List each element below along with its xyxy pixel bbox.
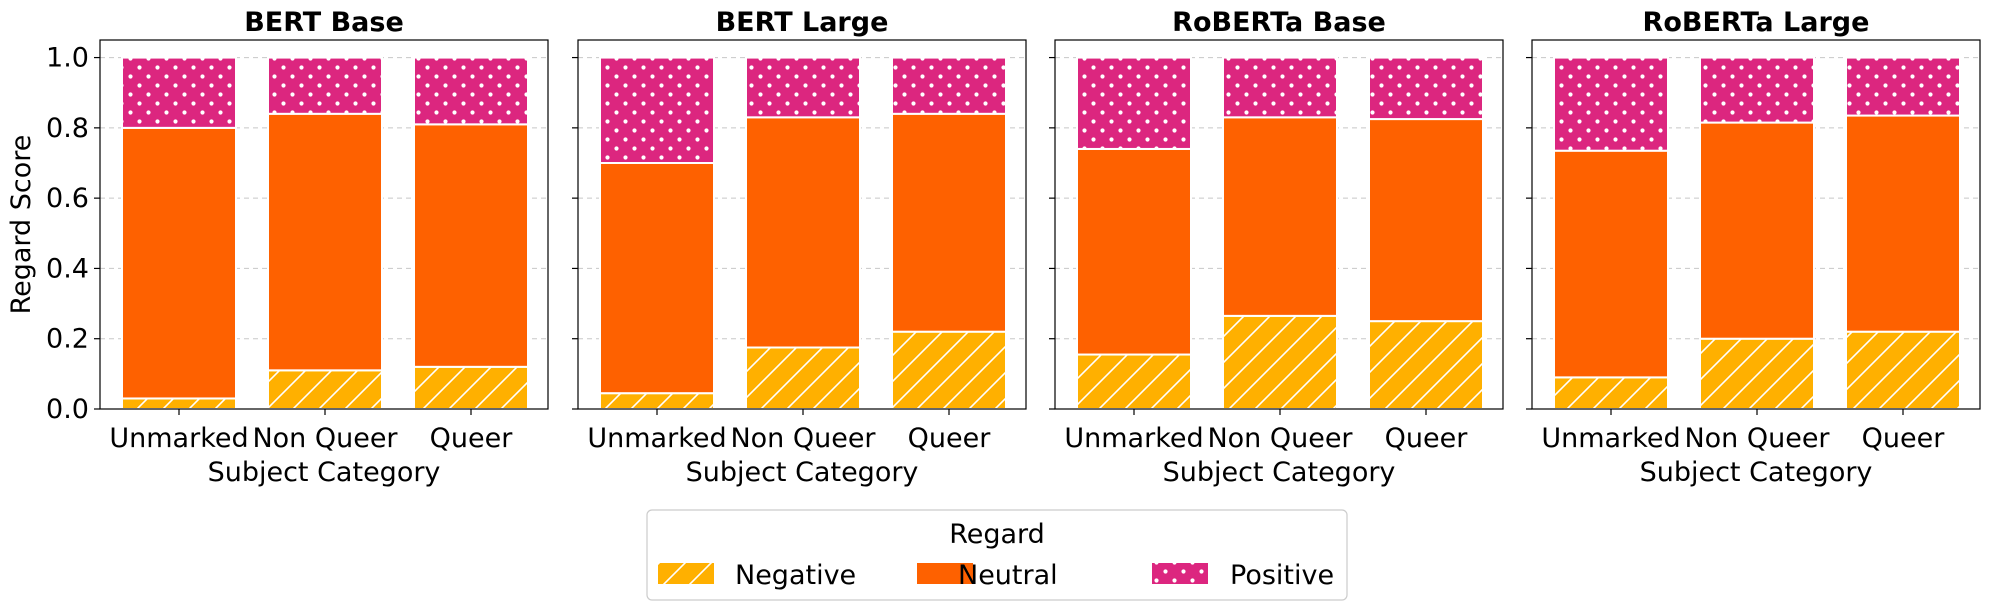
y-tick-label: 0.4 bbox=[46, 253, 89, 284]
bar-positive-segment bbox=[891, 56, 1007, 115]
plot-frame bbox=[99, 39, 549, 410]
legend: Regard Negative Neutral Positive bbox=[646, 509, 1348, 601]
x-tick-label: Unmarked bbox=[109, 423, 248, 454]
y-tick-label: 0.2 bbox=[46, 324, 89, 355]
bar-positive-segment bbox=[121, 56, 237, 129]
x-axis-label: Subject Category bbox=[1640, 457, 1873, 488]
bar-positive-segment bbox=[1222, 56, 1338, 119]
x-tick-label: Unmarked bbox=[587, 423, 726, 454]
bar-neutral-segment bbox=[1699, 121, 1815, 340]
x-tick-label: Unmarked bbox=[1541, 423, 1680, 454]
x-tick-label: Queer bbox=[1385, 423, 1469, 454]
legend-swatch-positive bbox=[1152, 563, 1208, 584]
bar-neutral-segment bbox=[891, 112, 1007, 333]
bar-neutral-segment bbox=[1222, 116, 1338, 317]
x-tick-label: Unmarked bbox=[1064, 423, 1203, 454]
bar-negative-segment bbox=[1845, 330, 1961, 410]
bar-neutral-segment bbox=[1845, 114, 1961, 333]
bar-negative-segment bbox=[1553, 376, 1669, 410]
bar-positive-segment bbox=[1699, 56, 1815, 124]
y-tick-label: 1.0 bbox=[46, 43, 89, 74]
bar-negative-segment bbox=[1076, 353, 1192, 410]
plot-frame bbox=[577, 39, 1027, 410]
y-tick-label: 0.0 bbox=[46, 394, 89, 425]
bar-neutral-segment bbox=[599, 162, 715, 395]
bar-positive-segment bbox=[1368, 56, 1484, 121]
bar-neutral-segment bbox=[1368, 118, 1484, 323]
panel-title: RoBERTa Base bbox=[1172, 7, 1386, 38]
chart-panel: Unmarked Non Queer Queer RoBERTa Base Subjec… bbox=[1049, 7, 1504, 488]
bar-positive-segment bbox=[1076, 56, 1192, 150]
x-axis-label: Subject Category bbox=[208, 457, 441, 488]
x-tick-label: Queer bbox=[1862, 423, 1946, 454]
x-tick-label: Queer bbox=[430, 423, 514, 454]
y-tick-label: 0.6 bbox=[46, 183, 89, 214]
bar-positive-segment bbox=[1553, 56, 1669, 152]
bar-positive-segment bbox=[1845, 56, 1961, 117]
legend-label: Negative bbox=[735, 560, 856, 591]
x-tick-label: Non Queer bbox=[730, 423, 876, 454]
bar-negative-segment bbox=[745, 346, 861, 410]
panel-title: RoBERTa Large bbox=[1643, 7, 1870, 38]
legend-title: Regard bbox=[949, 519, 1045, 550]
x-tick-label: Non Queer bbox=[1684, 423, 1830, 454]
bar-neutral-segment bbox=[413, 123, 529, 368]
panel-title: BERT Large bbox=[716, 7, 889, 38]
bar-neutral-segment bbox=[1076, 147, 1192, 356]
bar-positive-segment bbox=[267, 56, 383, 115]
bar-positive-segment bbox=[599, 56, 715, 165]
x-tick-label: Non Queer bbox=[252, 423, 398, 454]
legend-label: Positive bbox=[1230, 560, 1334, 591]
legend-swatch-negative bbox=[658, 563, 714, 584]
x-tick-label: Non Queer bbox=[1207, 423, 1353, 454]
bar-positive-segment bbox=[745, 56, 861, 119]
bar-positive-segment bbox=[413, 56, 529, 126]
legend-swatch-neutral bbox=[917, 563, 973, 584]
bar-negative-segment bbox=[413, 365, 529, 411]
y-axis-label: Regard Score bbox=[6, 135, 37, 315]
legend-label: Neutral bbox=[958, 560, 1058, 591]
panel-title: BERT Base bbox=[244, 7, 404, 38]
bar-neutral-segment bbox=[121, 126, 237, 400]
bar-negative-segment bbox=[267, 369, 383, 411]
bar-negative-segment bbox=[599, 392, 715, 410]
x-axis-label: Subject Category bbox=[1163, 457, 1396, 488]
chart-panel: Unmarked Non Queer Queer BERT Large Subject … bbox=[572, 7, 1027, 488]
plot-frame bbox=[1531, 39, 1981, 410]
chart-panel: Unmarked Non Queer Queer RoBERTa Large Subje… bbox=[1526, 7, 1981, 488]
bar-neutral-segment bbox=[1553, 149, 1669, 379]
bar-neutral-segment bbox=[267, 112, 383, 372]
x-axis-label: Subject Category bbox=[686, 457, 919, 488]
x-tick-label: Queer bbox=[908, 423, 992, 454]
plot-frame bbox=[1054, 39, 1504, 410]
chart-panel: 0.0 0.2 0.4 0.6 0.8 1.0 Unmarked Non Queer Queer… bbox=[6, 7, 549, 488]
bar-negative-segment bbox=[1699, 337, 1815, 411]
bar-negative-segment bbox=[891, 330, 1007, 410]
bar-negative-segment bbox=[1222, 314, 1338, 410]
bar-neutral-segment bbox=[745, 116, 861, 349]
y-tick-label: 0.8 bbox=[46, 113, 89, 144]
bar-negative-segment bbox=[1368, 320, 1484, 410]
bar-negative-segment bbox=[121, 397, 237, 411]
